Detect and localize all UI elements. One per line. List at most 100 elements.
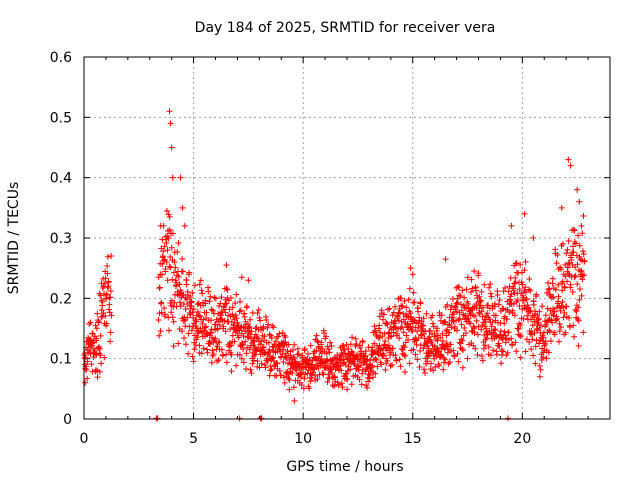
data-point: [236, 308, 243, 315]
data-point: [542, 338, 549, 345]
data-point: [156, 332, 163, 339]
data-point: [492, 326, 499, 333]
data-point: [428, 360, 435, 367]
data-point: [531, 330, 538, 337]
data-point: [457, 293, 464, 300]
data-point: [265, 321, 272, 328]
data-point: [281, 379, 288, 386]
data-point: [463, 286, 470, 293]
data-point: [166, 327, 173, 334]
data-point: [571, 274, 578, 281]
data-point: [430, 367, 437, 374]
data-point: [202, 323, 209, 330]
data-point: [155, 316, 162, 323]
data-point: [447, 341, 454, 348]
data-point: [228, 342, 235, 349]
data-point: [516, 302, 523, 309]
data-point: [459, 364, 466, 371]
data-point: [82, 379, 89, 386]
data-point: [180, 291, 187, 298]
data-point: [384, 321, 391, 328]
data-point: [272, 338, 279, 345]
data-point: [219, 351, 226, 358]
data-point: [555, 293, 562, 300]
data-point: [218, 346, 225, 353]
data-point: [439, 338, 446, 345]
data-point: [338, 357, 345, 364]
data-point: [365, 378, 372, 385]
data-point: [159, 260, 166, 267]
data-point: [400, 310, 407, 317]
data-point: [299, 354, 306, 361]
data-point: [440, 366, 447, 373]
y-tick-label: 0.2: [50, 291, 72, 307]
data-point: [417, 331, 424, 338]
data-point: [101, 354, 108, 361]
data-point: [223, 351, 230, 358]
data-point: [450, 310, 457, 317]
data-point: [291, 355, 298, 362]
data-point: [477, 297, 484, 304]
data-point: [161, 243, 168, 250]
data-point: [106, 301, 113, 308]
data-point: [289, 346, 296, 353]
data-point: [526, 275, 533, 282]
data-point: [482, 342, 489, 349]
data-point: [400, 329, 407, 336]
data-points: [81, 108, 588, 422]
data-point: [491, 327, 498, 334]
data-point: [286, 376, 293, 383]
data-point: [536, 308, 543, 315]
data-point: [276, 330, 283, 337]
data-point: [331, 383, 338, 390]
data-point: [376, 313, 383, 320]
data-point: [405, 296, 412, 303]
data-point: [420, 315, 427, 322]
data-point: [271, 363, 278, 370]
data-point: [165, 235, 172, 242]
data-point: [569, 288, 576, 295]
data-point: [581, 272, 588, 279]
data-point: [210, 351, 217, 358]
data-point: [202, 297, 209, 304]
data-point: [280, 346, 287, 353]
data-point: [245, 277, 252, 284]
data-point: [307, 342, 314, 349]
data-point: [240, 359, 247, 366]
data-point: [344, 386, 351, 393]
data-point: [453, 308, 460, 315]
data-point: [508, 291, 515, 298]
data-point: [529, 336, 536, 343]
data-point: [259, 344, 266, 351]
data-point: [484, 310, 491, 317]
data-point: [240, 333, 247, 340]
data-point: [204, 346, 211, 353]
data-point: [97, 352, 104, 359]
data-point: [468, 276, 475, 283]
data-point: [248, 370, 255, 377]
data-point: [415, 308, 422, 315]
data-point: [194, 301, 201, 308]
data-point: [107, 294, 114, 301]
data-point: [496, 297, 503, 304]
data-point: [465, 315, 472, 322]
data-point: [421, 366, 428, 373]
data-point: [565, 156, 572, 163]
data-point: [455, 284, 462, 291]
data-point: [373, 357, 380, 364]
y-tick-label: 0.3: [50, 231, 72, 247]
data-point: [380, 316, 387, 323]
data-point: [537, 366, 544, 373]
data-point: [333, 360, 340, 367]
data-point: [478, 308, 485, 315]
data-point: [393, 356, 400, 363]
data-point: [382, 338, 389, 345]
data-point: [494, 291, 501, 298]
data-point: [190, 305, 197, 312]
data-point: [186, 323, 193, 330]
data-point: [565, 270, 572, 277]
x-axis-label: GPS time / hours: [286, 459, 403, 475]
data-point: [339, 360, 346, 367]
chart-title: Day 184 of 2025, SRMTID for receiver ver…: [195, 20, 496, 36]
data-point: [478, 353, 485, 360]
